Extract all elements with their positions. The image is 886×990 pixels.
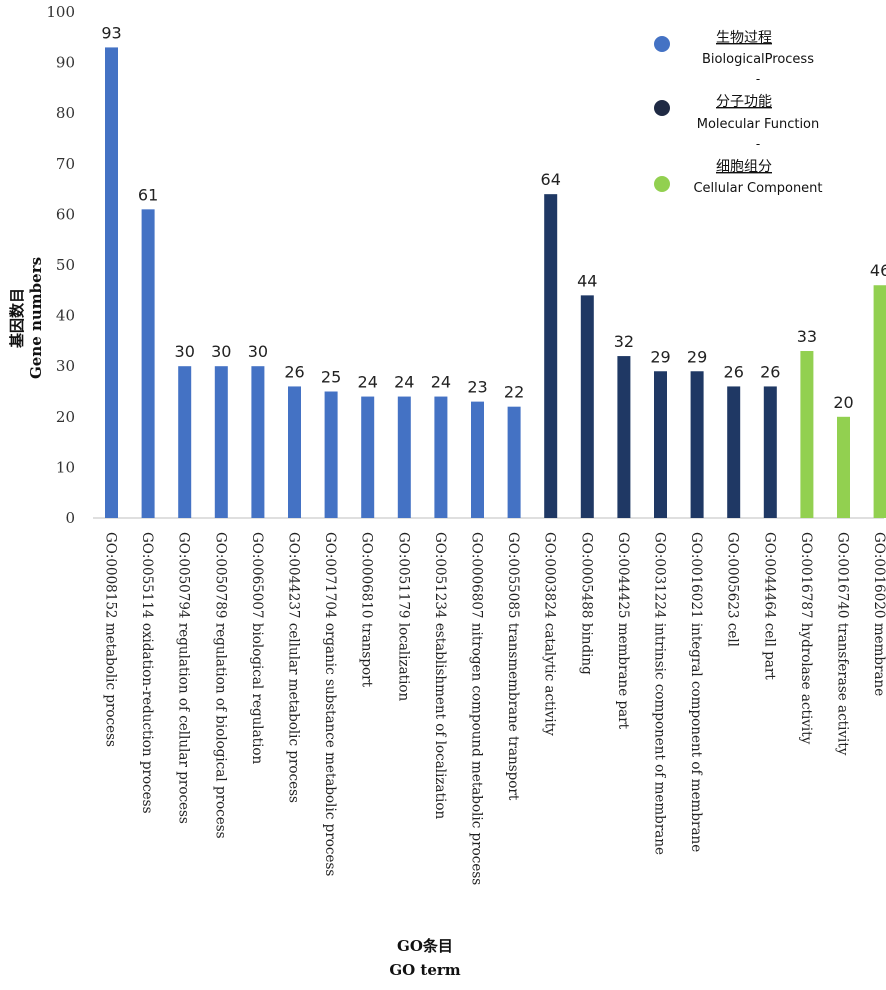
x-axis-title-en: GO term	[389, 961, 460, 979]
bar	[654, 371, 667, 518]
category-label: GO:0031224 intrinsic component of membra…	[652, 532, 668, 855]
legend-label-en: BiologicalProcess	[702, 52, 814, 67]
value-label: 24	[358, 373, 378, 392]
y-tick-label: 90	[56, 54, 75, 72]
y-tick-label: 100	[46, 3, 75, 21]
legend-marker	[654, 176, 670, 192]
legend-separator: -	[756, 137, 760, 151]
category-label: GO:0016020 membrane	[871, 532, 886, 696]
bar	[288, 386, 301, 518]
value-label: 61	[138, 185, 158, 204]
bar	[434, 396, 448, 518]
bar	[837, 416, 850, 518]
category-label: GO:0050789 regulation of biological proc…	[212, 532, 228, 839]
category-label: GO:0065007 biological regulation	[249, 532, 265, 765]
category-label: GO:0051179 localization	[395, 532, 411, 702]
value-label: 29	[687, 347, 707, 366]
legend-label-cn: 分子功能	[716, 94, 772, 110]
legend-label-en: Molecular Function	[697, 117, 820, 132]
y-tick-label: 30	[56, 357, 75, 375]
category-label: GO:0016787 hydrolase activity	[798, 532, 814, 745]
category-label: GO:0044464 cell part	[761, 532, 777, 680]
category-label: GO:0051234 establishment of localization	[432, 532, 448, 819]
bar	[324, 391, 338, 518]
y-tick-label: 10	[56, 458, 75, 476]
legend-separator: -	[756, 72, 760, 86]
bar	[727, 386, 741, 518]
bar	[105, 47, 118, 519]
y-tick-label: 40	[56, 307, 75, 325]
bar	[141, 209, 155, 518]
y-axis-title: 基因数目 Gene numbers	[8, 257, 45, 379]
value-labels: 93 61 30 30 30 26 25 24 24 24 23 22 64 44 32 29 29 26 26 33…	[101, 23, 886, 411]
category-label: GO:0008152 metabolic process	[103, 532, 119, 747]
category-label: GO:0005488 binding	[578, 532, 594, 675]
bar	[763, 386, 777, 518]
category-labels: GO:0008152 metabolic process GO:0055114 o…	[103, 532, 886, 885]
bars	[105, 47, 886, 519]
bar	[178, 366, 192, 518]
value-label: 64	[541, 170, 561, 189]
bar	[544, 194, 558, 518]
value-label: 46	[870, 261, 886, 280]
value-label: 30	[248, 342, 268, 361]
bar	[214, 366, 228, 518]
category-label: GO:0016021 integral component of membran…	[688, 532, 704, 852]
value-label: 26	[760, 362, 780, 381]
category-label: GO:0050794 regulation of cellular proces…	[176, 532, 192, 824]
value-label: 32	[614, 332, 634, 351]
category-label: GO:0044425 membrane part	[615, 532, 631, 730]
value-label: 24	[394, 373, 414, 392]
y-tick-label: 0	[65, 509, 75, 527]
category-label: GO:0016740 transferase activity	[835, 532, 851, 756]
value-label: 93	[101, 23, 121, 42]
bar	[507, 406, 521, 518]
legend-marker	[654, 36, 670, 52]
value-label: 25	[321, 368, 341, 387]
bar	[397, 396, 411, 518]
value-label: 26	[724, 362, 744, 381]
bar	[690, 371, 704, 518]
bar	[617, 356, 631, 518]
legend-label-en: Cellular Component	[693, 181, 822, 196]
value-label: 22	[504, 383, 524, 402]
y-tick-label: 60	[56, 205, 75, 223]
legend-marker	[654, 100, 670, 116]
y-tick-label: 20	[56, 408, 75, 426]
value-label: 44	[577, 271, 597, 290]
category-label: GO:0044237 cellular metabolic process	[286, 532, 302, 803]
category-label: GO:0071704 organic substance metabolic p…	[322, 532, 338, 876]
bar	[800, 351, 814, 518]
category-label: GO:0006810 transport	[359, 532, 375, 688]
y-tick-label: 80	[56, 104, 75, 122]
category-label: GO:0005623 cell	[725, 532, 741, 647]
value-label: 29	[650, 347, 670, 366]
legend-label-cn: 细胞组分	[716, 159, 772, 175]
category-label: GO:0055114 oxidation-reduction process	[139, 532, 155, 814]
x-axis-title-cn: GO条目	[397, 937, 453, 955]
y-axis-title-cn: 基因数目	[8, 288, 26, 349]
bar	[873, 285, 886, 518]
value-label: 30	[211, 342, 231, 361]
legend-label-cn: 生物过程	[716, 30, 772, 46]
value-label: 23	[467, 378, 487, 397]
category-label: GO:0055085 transmembrane transport	[505, 532, 521, 801]
y-axis-ticks: 0 10 20 30 40 50 60 70 80 90 100	[46, 3, 75, 527]
legend: 生物过程 BiologicalProcess - 分子功能 Molecular Func…	[654, 30, 823, 196]
value-label: 24	[431, 373, 451, 392]
bar	[471, 401, 484, 518]
value-label: 26	[284, 362, 304, 381]
value-label: 30	[175, 342, 195, 361]
value-label: 33	[797, 327, 817, 346]
category-label: GO:0006807 nitrogen compound metabolic p…	[469, 532, 485, 885]
category-label: GO:0003824 catalytic activity	[542, 532, 558, 736]
bar	[580, 295, 594, 518]
y-axis-title-en: Gene numbers	[27, 257, 45, 379]
y-tick-label: 50	[56, 256, 75, 274]
bar	[361, 396, 375, 518]
bar	[251, 366, 265, 518]
value-label: 20	[833, 393, 853, 412]
y-tick-label: 70	[56, 155, 75, 173]
